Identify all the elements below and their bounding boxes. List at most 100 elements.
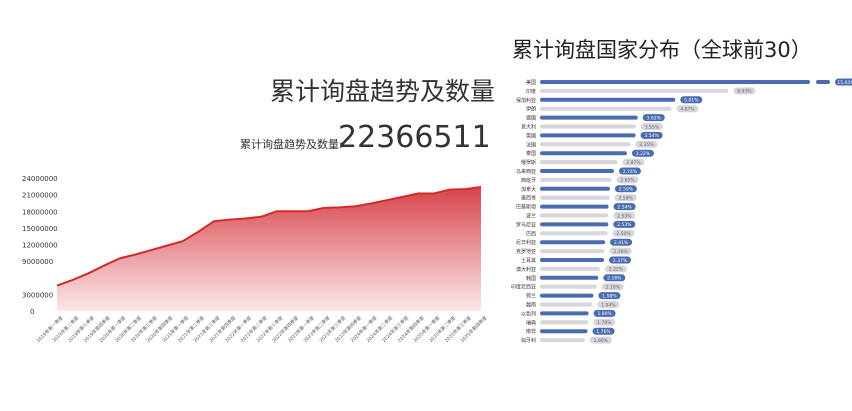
value-label: 4.87% [680, 107, 695, 113]
value-label: 3.54% [644, 133, 659, 139]
value-pill [589, 336, 612, 344]
country-label: 印度 [526, 88, 536, 95]
y-tick-label: 24000000 [22, 175, 58, 183]
bar-break-segment [816, 80, 830, 84]
cumulative-area-chart: 24000000 21000000 18000000 15000000 12000000… [22, 175, 489, 344]
country-label: 澳大利亚 [516, 266, 536, 273]
value-pill [635, 140, 658, 148]
area-fill [57, 187, 481, 311]
x-tick-label: 2022年第四季度 [271, 314, 301, 344]
bar [540, 80, 810, 84]
country-label: 土耳其 [521, 257, 536, 264]
country-label: 罗马尼亚 [516, 221, 536, 228]
value-label: 1.98% [602, 293, 617, 299]
value-label: 3.62% [647, 115, 662, 121]
value-pill [603, 274, 626, 282]
country-label: 韩国 [526, 275, 536, 282]
country-label: 克罗地亚 [516, 248, 536, 255]
value-label: 2.37% [613, 258, 628, 264]
bar [540, 266, 600, 271]
bar [540, 338, 585, 343]
bar [540, 293, 594, 298]
value-label: 2.50% [616, 231, 631, 237]
value-pill [609, 247, 632, 255]
value-pill [622, 158, 645, 166]
total-value: 22366511 [338, 120, 491, 155]
country-label: 法国 [526, 141, 536, 148]
bar [540, 329, 588, 334]
x-tick-label: 2025年第二季度 [428, 314, 458, 344]
value-pill [610, 238, 633, 246]
bar [540, 249, 605, 254]
country-bar-chart: 美国 15.63% 印度 8.93% 保加利亚 5.01% 伊朗 4.87% 德国 3.62% 意大… [511, 78, 852, 344]
country-label: 西班牙 [521, 177, 536, 184]
right-chart-title: 累计询盘国家分布（全球前30） [512, 38, 812, 62]
value-pill [640, 131, 663, 139]
x-tick-label: 2024年第一季度 [349, 314, 379, 344]
value-label: 2.87% [626, 160, 641, 166]
x-tick-label: 2019年第一季度 [35, 314, 65, 344]
bar [540, 302, 593, 307]
value-pill [601, 283, 624, 291]
bar [540, 142, 631, 147]
total-label: 累计询盘趋势及数量: [240, 138, 343, 151]
bar [540, 320, 589, 325]
y-tick-label: 18000000 [22, 208, 58, 216]
value-label: 15.63% [837, 80, 852, 86]
value-label: 2.74% [623, 169, 638, 175]
x-tick-label: 2022年第一季度 [223, 314, 253, 344]
bar [540, 186, 610, 191]
value-pill [592, 327, 615, 335]
value-pill [733, 87, 756, 95]
value-label: 3.35% [639, 142, 654, 148]
bar [540, 124, 636, 129]
x-tick-label: 2021年第一季度 [161, 314, 191, 344]
y-tick-label: 12000000 [22, 242, 58, 250]
country-label: 荷兰 [526, 293, 536, 300]
bar [540, 115, 638, 120]
value-label: 5.01% [684, 98, 699, 104]
bar [540, 169, 614, 173]
value-pill [614, 194, 637, 202]
x-tick-label: 2020年第二季度 [113, 314, 143, 344]
bar [540, 88, 729, 93]
country-label: 墨西哥 [521, 196, 536, 202]
value-pill [835, 78, 852, 86]
value-pill [604, 265, 627, 273]
value-pill [618, 167, 641, 175]
value-pill [616, 176, 639, 184]
value-label: 2.53% [617, 213, 632, 219]
x-tick-label: 2020年第三季度 [129, 314, 159, 344]
value-label: 2.41% [614, 240, 629, 246]
left-chart-title: 累计询盘趋势及数量 [270, 77, 496, 106]
x-tick-label: 2022年第二季度 [239, 314, 269, 344]
bar [540, 258, 604, 262]
bar [540, 97, 676, 102]
bar [540, 284, 597, 289]
value-label: 8.93% [737, 89, 752, 95]
bar [540, 311, 589, 316]
x-tick-label: 2021年第四季度 [208, 314, 238, 344]
x-tick-label: 2020年第一季度 [98, 314, 128, 344]
value-label: 3.22% [636, 151, 651, 157]
value-pill [614, 185, 637, 193]
country-label: 以色列 [521, 310, 536, 317]
value-label: 2.22% [609, 267, 624, 273]
value-label: 2.16% [607, 276, 622, 282]
value-pill [613, 212, 636, 219]
country-label: 匈牙利 [521, 337, 536, 344]
x-tick-label: 2021年第二季度 [176, 314, 206, 344]
value-label: 2.65% [620, 178, 635, 184]
x-tick-label: 2023年第一季度 [286, 314, 316, 344]
bar [540, 275, 599, 280]
value-label: 2.58% [619, 196, 634, 202]
value-label: 1.79% [597, 320, 612, 326]
country-label: 印度尼西亚 [511, 284, 536, 291]
x-tick-label: 2023年第二季度 [302, 314, 332, 344]
country-label: 巴基斯坦 [516, 204, 536, 211]
value-pill [640, 123, 663, 130]
series-line [56, 186, 482, 287]
value-label: 1.94% [601, 302, 616, 308]
y-tick-label: 3000000 [22, 291, 53, 299]
value-label: 1.76% [596, 329, 611, 335]
